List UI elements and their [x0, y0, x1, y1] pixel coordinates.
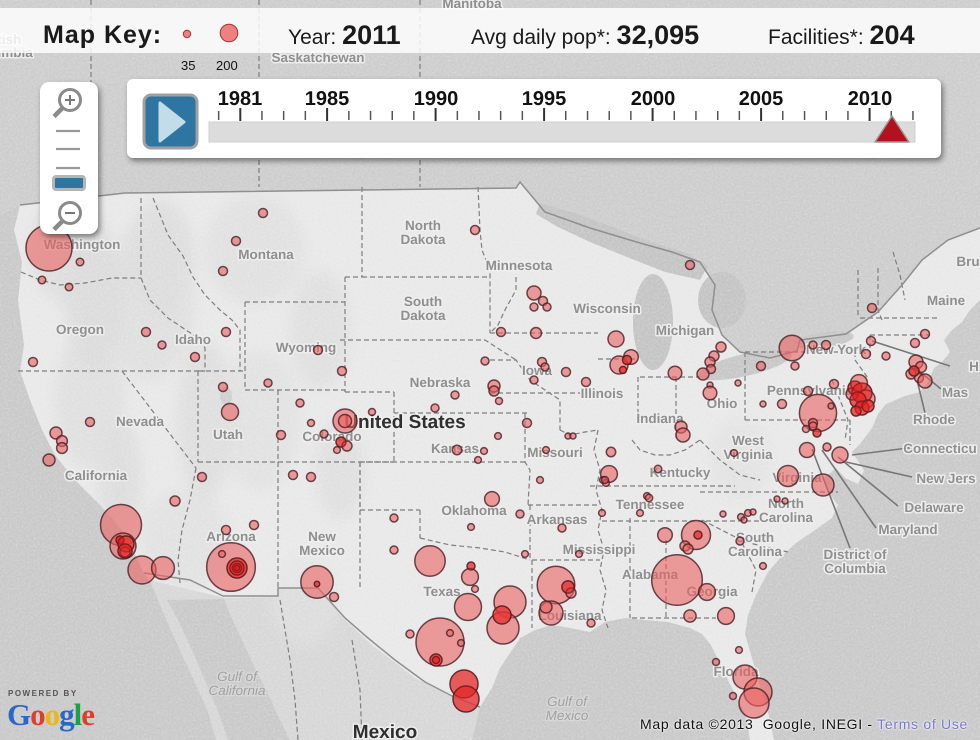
- svg-text:South: South: [736, 530, 774, 545]
- svg-text:Mexico: Mexico: [353, 722, 417, 740]
- svg-text:Tennessee: Tennessee: [616, 497, 685, 512]
- svg-text:Dakota: Dakota: [400, 308, 446, 323]
- svg-text:Oklahoma: Oklahoma: [441, 503, 507, 518]
- svg-text:Arizona: Arizona: [206, 529, 256, 544]
- svg-text:Nebraska: Nebraska: [410, 375, 471, 390]
- svg-text:Mas: Mas: [942, 385, 968, 400]
- svg-text:H: H: [969, 359, 979, 374]
- svg-text:Missouri: Missouri: [527, 445, 583, 460]
- svg-text:Dakota: Dakota: [400, 232, 446, 247]
- svg-text:Nevada: Nevada: [116, 414, 165, 429]
- svg-text:Carolina: Carolina: [728, 544, 783, 559]
- svg-text:Illinois: Illinois: [581, 386, 624, 401]
- svg-text:Montana: Montana: [238, 247, 294, 262]
- svg-text:North: North: [405, 218, 441, 233]
- svg-text:Rhode: Rhode: [913, 412, 955, 427]
- svg-text:District of: District of: [823, 547, 887, 562]
- svg-text:Mexico: Mexico: [299, 543, 345, 558]
- svg-text:Arkansas: Arkansas: [527, 512, 588, 527]
- svg-text:Maine: Maine: [927, 293, 966, 308]
- svg-text:Bru: Bru: [956, 254, 979, 269]
- svg-text:Connecticu: Connecticu: [903, 441, 977, 456]
- svg-text:Mississippi: Mississippi: [563, 542, 636, 557]
- svg-text:Texas: Texas: [423, 584, 460, 599]
- svg-text:Mexico: Mexico: [546, 708, 589, 723]
- svg-text:Indiana: Indiana: [636, 411, 684, 426]
- svg-text:New: New: [308, 529, 336, 544]
- svg-text:New Jers: New Jers: [916, 471, 975, 486]
- svg-text:Wisconsin: Wisconsin: [573, 301, 640, 316]
- svg-text:Idaho: Idaho: [175, 332, 211, 347]
- svg-text:California: California: [208, 683, 266, 698]
- svg-text:South: South: [404, 294, 442, 309]
- svg-text:Minnesota: Minnesota: [486, 258, 553, 273]
- svg-text:Delaware: Delaware: [904, 500, 964, 515]
- svg-text:Gulf of: Gulf of: [547, 694, 588, 709]
- svg-text:Gulf of: Gulf of: [217, 669, 258, 684]
- svg-text:Oregon: Oregon: [56, 322, 104, 337]
- svg-text:Columbia: Columbia: [824, 561, 886, 576]
- svg-text:Carolina: Carolina: [759, 510, 814, 525]
- svg-text:Utah: Utah: [213, 427, 243, 442]
- svg-text:California: California: [65, 468, 128, 483]
- svg-text:Maryland: Maryland: [878, 522, 937, 537]
- svg-text:United States: United States: [344, 412, 465, 433]
- svg-text:Saskatchewan: Saskatchewan: [271, 50, 364, 65]
- svg-text:Kentucky: Kentucky: [650, 465, 711, 480]
- svg-text:Wyoming: Wyoming: [276, 340, 337, 355]
- svg-text:Michigan: Michigan: [656, 323, 715, 338]
- svg-text:West: West: [732, 433, 765, 448]
